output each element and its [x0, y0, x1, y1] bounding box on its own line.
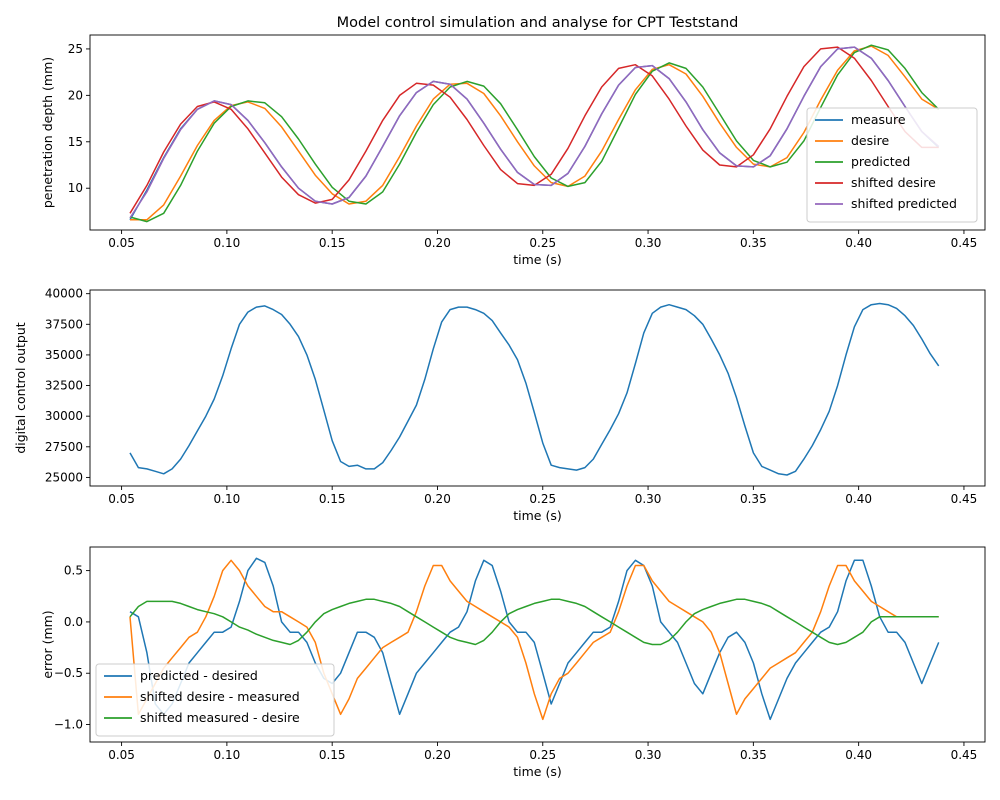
x-axis-label: time (s) [513, 508, 561, 523]
x-tick-label: 0.25 [529, 492, 556, 506]
series-line-shifted-measured-desire [129, 598, 939, 646]
x-tick-label: 0.30 [635, 748, 662, 762]
legend-label: shifted desire - measured [140, 689, 300, 704]
x-tick-label: 0.15 [319, 236, 346, 250]
chart-title: Model control simulation and analyse for… [337, 15, 739, 31]
x-tick-label: 0.30 [635, 492, 662, 506]
x-tick-label: 0.10 [214, 492, 241, 506]
x-axis-label: time (s) [513, 252, 561, 267]
legend-label: predicted [851, 154, 910, 169]
x-tick-label: 0.40 [845, 236, 872, 250]
y-tick-label: 35000 [45, 348, 83, 362]
y-tick-label: −1.0 [54, 718, 83, 732]
y-tick-label: 40000 [45, 287, 83, 301]
axes-frame [89, 289, 986, 487]
x-tick-label: 0.40 [845, 748, 872, 762]
x-tick-label: 0.10 [214, 748, 241, 762]
x-tick-label: 0.45 [951, 236, 978, 250]
x-tick-label: 0.20 [424, 748, 451, 762]
series-group [129, 302, 940, 476]
y-tick-label: 25 [68, 42, 83, 56]
x-tick-label: 0.05 [108, 748, 135, 762]
series-line-shifted-desire-measured [129, 559, 939, 721]
x-tick-label: 0.45 [951, 492, 978, 506]
legend-label: shifted predicted [851, 196, 957, 211]
legend-label: shifted measured - desire [140, 710, 300, 725]
x-tick-label: 0.15 [319, 492, 346, 506]
legend: measure desire predicted shifted desire shif… [806, 107, 978, 223]
y-axis-label: digital control output [13, 322, 28, 453]
chart-panel-2: 0.05 0.10 0.15 0.20 0.25 0.30 0.35 0.40 0.45 2500… [13, 287, 986, 523]
y-tick-label: 32500 [45, 379, 83, 393]
x-axis-label: time (s) [513, 764, 561, 779]
x-tick-label: 0.35 [740, 748, 767, 762]
series-line-predicted-desired [129, 557, 940, 721]
y-tick-label: 25000 [45, 470, 83, 484]
x-tick-label: 0.05 [108, 236, 135, 250]
series-group [129, 557, 940, 721]
y-axis-label: penetration depth (mm) [40, 57, 55, 208]
x-tick-label: 0.35 [740, 236, 767, 250]
y-tick-label: 20 [68, 88, 83, 102]
y-tick-label: 0.5 [64, 564, 83, 578]
legend-label: measure [851, 112, 906, 127]
chart-panel-1: 0.05 0.10 0.15 0.20 0.25 0.30 0.35 0.40 0.45 10 15… [40, 15, 986, 267]
series-line-shifted-predicted [129, 46, 940, 219]
y-tick-label: 27500 [45, 440, 83, 454]
y-axis-label: error (mm) [40, 610, 55, 678]
series-line-control-output [129, 302, 940, 476]
y-tick-label: −0.5 [54, 666, 83, 680]
chart-panel-3: 0.05 0.10 0.15 0.20 0.25 0.30 0.35 0.40 0.45 −1.0… [40, 546, 986, 779]
axes-frame [89, 546, 986, 743]
legend-box [95, 663, 335, 737]
series-line-shifted-desire [129, 46, 939, 214]
legend-label: shifted desire [851, 175, 936, 190]
axes-frame [89, 34, 986, 231]
y-tick-label: 37500 [45, 317, 83, 331]
x-tick-label: 0.40 [845, 492, 872, 506]
y-tick-label: 10 [68, 181, 83, 195]
legend-label: predicted - desired [140, 668, 258, 683]
x-tick-label: 0.25 [529, 236, 556, 250]
x-tick-label: 0.15 [319, 748, 346, 762]
x-tick-label: 0.05 [108, 492, 135, 506]
x-tick-label: 0.20 [424, 236, 451, 250]
series-line-desire [130, 45, 940, 221]
x-tick-label: 0.30 [635, 236, 662, 250]
legend-box [806, 107, 978, 223]
y-tick-label: 0.0 [64, 615, 83, 629]
legend-label: desire [851, 133, 889, 148]
series-line-predicted [129, 44, 940, 223]
x-tick-label: 0.35 [740, 492, 767, 506]
x-tick-label: 0.10 [214, 236, 241, 250]
series-group [129, 44, 940, 223]
x-tick-label: 0.20 [424, 492, 451, 506]
y-tick-label: 15 [68, 135, 83, 149]
x-tick-label: 0.25 [529, 748, 556, 762]
x-tick-label: 0.45 [951, 748, 978, 762]
y-tick-label: 30000 [45, 409, 83, 423]
legend: predicted - desired shifted desire - meas… [95, 663, 335, 737]
